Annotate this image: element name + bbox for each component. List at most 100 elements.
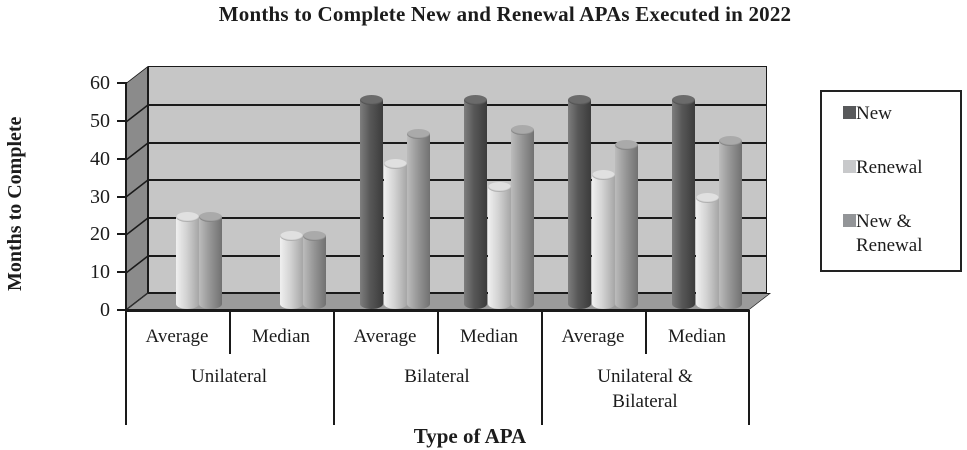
bar-body: [568, 99, 591, 304]
y-tick-label-30: 30: [90, 185, 110, 208]
y-tick-label-60: 60: [90, 72, 110, 94]
category-label-bilateral-average: Average: [353, 326, 417, 347]
group-label-unilateral-bilateral: Unilateral & Bilateral: [597, 366, 693, 412]
category-group-separator-2: [541, 312, 543, 425]
bar-body: [695, 198, 719, 304]
bar-top-ellipse: [591, 170, 615, 181]
category-sub-separator-0: [229, 312, 231, 354]
bar-new-unilateral-bilateral-median: [672, 94, 695, 309]
gridline-50: [149, 103, 766, 106]
category-group-separator-3: [748, 312, 750, 425]
bar-bottom-ellipse: [672, 298, 695, 309]
y-axis-title: Months to Complete: [4, 116, 26, 292]
category-label-unilateral-bilateral-median: Median: [667, 326, 727, 347]
bar-top-ellipse: [407, 128, 430, 139]
x-axis-line: [125, 310, 750, 312]
bar-body: [407, 133, 430, 304]
bar-top-ellipse: [464, 94, 487, 105]
bar-body: [511, 129, 534, 304]
group-label-unilateral: Unilateral: [191, 366, 267, 387]
bar-bottom-ellipse: [719, 298, 742, 309]
bar-top-ellipse: [360, 94, 383, 105]
bar-new-renewal-bilateral-average: [407, 128, 430, 309]
y-tick-mark-40: [117, 157, 126, 160]
gridline-20: [149, 217, 766, 220]
bar-renewal-unilateral-average: [175, 211, 199, 309]
y-tick-mark-0: [117, 309, 126, 311]
bar-body: [360, 99, 383, 304]
bar-bottom-ellipse: [360, 298, 383, 309]
category-group-separator-1: [333, 312, 335, 425]
bar-body: [719, 141, 742, 304]
y-tick-label-20: 20: [90, 223, 110, 246]
bar-bottom-ellipse: [407, 298, 430, 309]
category-group-separator-0: [125, 312, 127, 425]
side-gridline-30: [127, 180, 147, 198]
bar-bottom-ellipse: [591, 298, 615, 309]
bar-top-ellipse: [487, 181, 511, 192]
side-gridline-40: [127, 142, 147, 160]
bar-body: [383, 164, 407, 304]
bar-top-ellipse: [568, 94, 591, 105]
category-label-unilateral-median: Median: [251, 326, 311, 347]
legend-swatch-renewal: [843, 160, 856, 173]
bar-body: [199, 216, 222, 304]
bar-top-ellipse: [383, 159, 407, 170]
y-tick-label-40: 40: [90, 147, 110, 170]
bar-bottom-ellipse: [511, 298, 534, 309]
bar-bottom-ellipse: [175, 298, 199, 309]
y-tick-mark-50: [117, 119, 126, 122]
plot-back-wall: [148, 66, 767, 293]
category-label-unilateral-bilateral-average: Average: [561, 326, 625, 347]
legend-item-new-and-renewal: New & Renewal: [843, 210, 956, 258]
bar-bottom-ellipse: [464, 298, 487, 309]
group-label-bilateral: Bilateral: [404, 366, 470, 387]
bar-bottom-ellipse: [383, 298, 407, 309]
bar-bottom-ellipse: [695, 298, 719, 309]
bar-top-ellipse: [695, 193, 719, 204]
y-tick-label-10: 10: [90, 261, 110, 284]
bar-body: [615, 145, 638, 304]
bar-top-ellipse: [199, 211, 222, 222]
category-label-bilateral-median: Median: [459, 326, 519, 347]
bar-new-renewal-unilateral-average: [199, 211, 222, 309]
chart-title: Months to Complete New and Renewal APAs …: [218, 2, 792, 26]
bar-renewal-unilateral-bilateral-average: [591, 170, 615, 309]
legend-item-new: New: [843, 102, 956, 126]
y-axis-line: [125, 82, 127, 312]
y-tick-mark-20: [117, 233, 126, 236]
bar-bottom-ellipse: [199, 298, 222, 309]
bar-body: [487, 186, 511, 304]
y-tick-mark-30: [117, 195, 126, 198]
gridline-10: [149, 255, 766, 258]
y-tick-label-0: 0: [100, 299, 110, 321]
bar-new-bilateral-average: [360, 94, 383, 309]
side-gridline-10: [127, 255, 147, 274]
category-sub-separator-2: [645, 312, 647, 354]
bar-bottom-ellipse: [568, 298, 591, 309]
bar-top-ellipse: [279, 230, 303, 241]
bar-bottom-ellipse: [487, 298, 511, 309]
bar-top-ellipse: [672, 94, 695, 105]
legend-swatch-new-and-renewal: [843, 214, 856, 227]
bar-body: [591, 175, 615, 304]
bar-top-ellipse: [511, 124, 534, 135]
x-axis-title: Type of APA: [413, 424, 527, 448]
legend-label-new: New: [856, 103, 892, 124]
bar-top-ellipse: [175, 211, 199, 222]
bar-new-renewal-unilateral-bilateral-median: [719, 136, 742, 309]
bar-body: [175, 216, 199, 304]
plot-side-wall: [126, 65, 148, 311]
bar-new-bilateral-median: [464, 94, 487, 309]
legend-label-new-and-renewal: New & Renewal: [856, 211, 923, 256]
y-tick-label-50: 50: [90, 109, 110, 132]
bar-renewal-unilateral-bilateral-median: [695, 193, 719, 309]
legend: New Renewal New & Renewal: [820, 90, 962, 272]
bar-bottom-ellipse: [615, 298, 638, 309]
bar-bottom-ellipse: [303, 298, 326, 309]
bar-bottom-ellipse: [279, 298, 303, 309]
legend-item-renewal: Renewal: [843, 156, 956, 180]
bar-body: [303, 235, 326, 304]
bar-new-renewal-unilateral-bilateral-average: [615, 140, 638, 309]
